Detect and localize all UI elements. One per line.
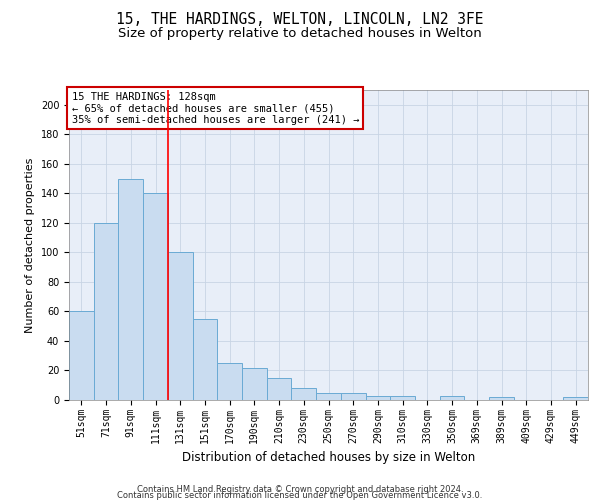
Bar (143, 194, 168, 400)
Bar (316, 392, 341, 400)
Bar (193, 319, 217, 400)
X-axis label: Distribution of detached houses by size in Welton: Distribution of detached houses by size … (182, 451, 475, 464)
Text: Contains public sector information licensed under the Open Government Licence v3: Contains public sector information licen… (118, 491, 482, 500)
Bar (341, 392, 365, 400)
Text: 15 THE HARDINGS: 128sqm
← 65% of detached houses are smaller (455)
35% of semi-d: 15 THE HARDINGS: 128sqm ← 65% of detache… (71, 92, 359, 124)
Bar (217, 363, 242, 400)
Bar (267, 378, 292, 400)
Bar (168, 252, 193, 400)
Bar (489, 397, 514, 400)
Bar (440, 396, 464, 400)
Bar (94, 223, 118, 400)
Bar (292, 388, 316, 400)
Bar (390, 396, 415, 400)
Bar (563, 397, 588, 400)
Bar (242, 368, 267, 400)
Bar (69, 312, 94, 400)
Text: Contains HM Land Registry data © Crown copyright and database right 2024.: Contains HM Land Registry data © Crown c… (137, 485, 463, 494)
Text: Size of property relative to detached houses in Welton: Size of property relative to detached ho… (118, 28, 482, 40)
Y-axis label: Number of detached properties: Number of detached properties (25, 158, 35, 332)
Bar (365, 396, 390, 400)
Text: 15, THE HARDINGS, WELTON, LINCOLN, LN2 3FE: 15, THE HARDINGS, WELTON, LINCOLN, LN2 3… (116, 12, 484, 28)
Bar (118, 178, 143, 400)
